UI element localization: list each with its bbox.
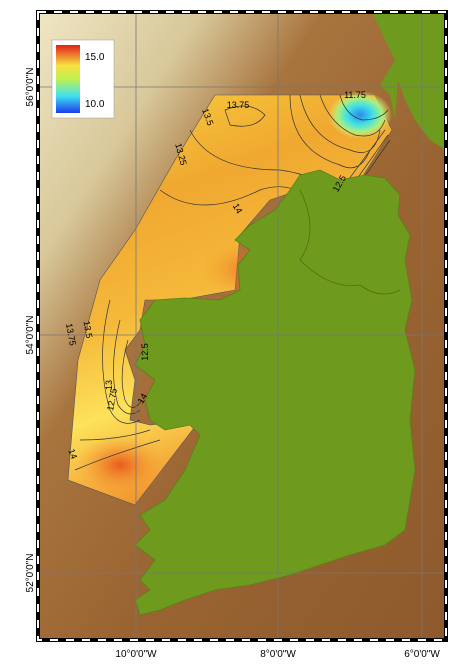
contour-label: 13.75 [227,100,250,110]
cold-patch [328,91,392,139]
contour-label: 14 [66,448,79,461]
border [299,189,401,295]
contour-label: 12.5 [140,343,150,361]
scotland [372,12,446,150]
contour-label: 13 [104,380,114,390]
lat-label: 54°0'0"N [25,316,36,355]
legend: 15.0 10.0 [51,39,115,119]
contour-label: 12.75 [105,388,119,412]
warm-patch [75,435,165,495]
ireland [134,169,416,616]
contour-label: 13.75 [64,323,78,347]
lon-label: 6°0'0"W [404,649,440,660]
contour-label: 13.5 [82,320,95,339]
graticule [38,12,446,640]
legend-high: 15.0 [85,52,105,63]
lon-label: 10°0'0"W [115,649,157,660]
neatline-dash [37,11,447,641]
contour-label: 14 [231,202,245,216]
lat-label: 56°0'0"N [25,68,36,107]
lon-label: 8°0'0"W [260,649,296,660]
contour-label: 11.75 [344,90,366,100]
lat-label: 52°0'0"N [25,554,36,593]
legend-ramp [56,45,80,113]
legend-low: 10.0 [85,99,105,110]
contour-label: 14 [136,392,150,406]
